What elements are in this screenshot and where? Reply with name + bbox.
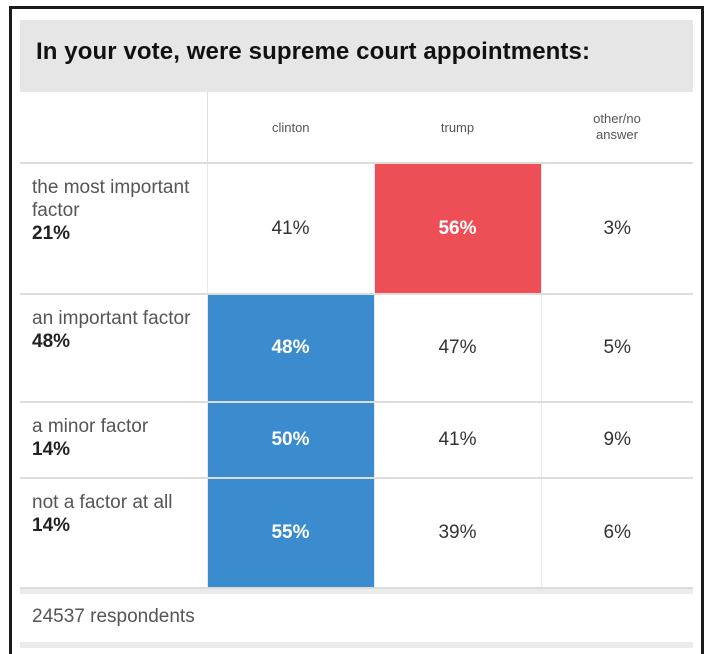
table-row: not a factor at all 14% 55% 39% 6%	[20, 478, 693, 589]
row-label-cell: an important factor 48%	[20, 294, 208, 403]
respondents-count: 24537 respondents	[20, 594, 693, 642]
value-cell: 41%	[207, 163, 375, 295]
column-header-clinton: clinton	[207, 92, 374, 164]
row-label-cell: a minor factor 14%	[20, 402, 208, 479]
value-cell: 3%	[541, 163, 693, 295]
poll-title: In your vote, were supreme court appoint…	[20, 20, 693, 92]
value-cell: 6%	[541, 478, 693, 589]
table-row: the most important factor 21% 41% 56% 3%	[20, 163, 693, 295]
winner-value-cell: 50%	[207, 402, 375, 479]
frame-border	[9, 6, 704, 654]
value-cell: 39%	[374, 478, 542, 589]
value-cell: 9%	[541, 402, 693, 479]
column-header-trump: trump	[374, 92, 541, 164]
winner-value-cell: 55%	[207, 478, 375, 589]
row-share: 48%	[32, 331, 71, 352]
table-row: a minor factor 14% 50% 41% 9%	[20, 402, 693, 479]
row-share: 14%	[32, 515, 71, 536]
row-label: a minor factor	[32, 416, 149, 437]
corner-cell	[20, 92, 208, 164]
winner-value-cell: 48%	[207, 294, 375, 403]
row-label: an important factor	[32, 308, 191, 329]
value-cell: 47%	[374, 294, 542, 403]
column-header-other: other/no answer	[541, 92, 693, 164]
poll-panel: In your vote, were supreme court appoint…	[20, 20, 693, 648]
row-label: not a factor at all	[32, 492, 173, 513]
poll-table: clinton trump other/no answer the most i…	[20, 92, 693, 589]
value-cell: 41%	[374, 402, 542, 479]
row-share: 21%	[32, 223, 71, 244]
row-share: 14%	[32, 439, 71, 460]
row-label-cell: the most important factor 21%	[20, 163, 208, 295]
row-label: the most important factor	[32, 177, 190, 221]
value-cell: 5%	[541, 294, 693, 403]
table-row: an important factor 48% 48% 47% 5%	[20, 294, 693, 403]
winner-value-cell: 56%	[374, 163, 542, 295]
header-row: clinton trump other/no answer	[20, 92, 693, 164]
row-label-cell: not a factor at all 14%	[20, 478, 208, 589]
